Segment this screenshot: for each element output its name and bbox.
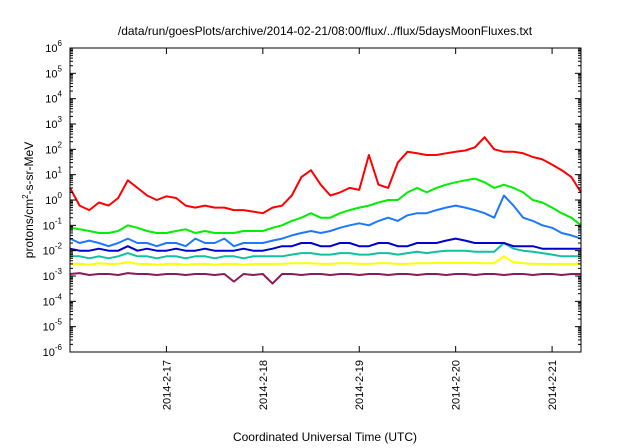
x-tick-label: 2014-2-21 <box>547 360 559 410</box>
series-line <box>69 237 581 252</box>
y-tick-label: 10-3 <box>43 267 63 283</box>
y-tick-label: 103 <box>45 115 62 131</box>
x-tick-label: 2014-2-19 <box>354 360 366 410</box>
y-axis-label: protons/cm2-s-sr-MeV <box>21 142 36 258</box>
series-line <box>69 272 581 285</box>
x-tick-label: 2014-2-17 <box>161 360 173 410</box>
x-tick-label: 2014-2-20 <box>451 360 463 410</box>
y-tick-label: 101 <box>45 166 62 182</box>
x-axis-label: Coordinated Universal Time (UTC) <box>233 430 417 444</box>
y-tick-label: 105 <box>45 64 62 80</box>
y-tick-label: 10-5 <box>43 318 63 334</box>
series-line <box>70 242 581 260</box>
axes-layer: 10-6 10-5 10-4 10-3 10-2 10-1 100 101 102 103 104 1… <box>43 39 581 410</box>
chart-title: /data/run/goesPlots/archive/2014-02-21/0… <box>118 24 533 38</box>
series-line <box>69 136 582 215</box>
series-line <box>69 194 582 248</box>
y-tick-label: 104 <box>45 90 62 106</box>
plot-frame <box>69 47 582 353</box>
y-tick-label: 102 <box>45 140 62 156</box>
y-tick-label: 10-1 <box>43 216 63 232</box>
series-line <box>70 255 581 266</box>
y-tick-label: 106 <box>45 39 62 55</box>
y-tick-label: 10-4 <box>43 292 63 308</box>
y-tick-label: 100 <box>45 191 62 207</box>
series-layer <box>69 136 582 285</box>
y-tick-label: 10-6 <box>43 343 63 359</box>
y-tick-label: 10-2 <box>43 242 63 258</box>
x-tick-label: 2014-2-18 <box>258 360 270 410</box>
series-line <box>69 177 582 234</box>
